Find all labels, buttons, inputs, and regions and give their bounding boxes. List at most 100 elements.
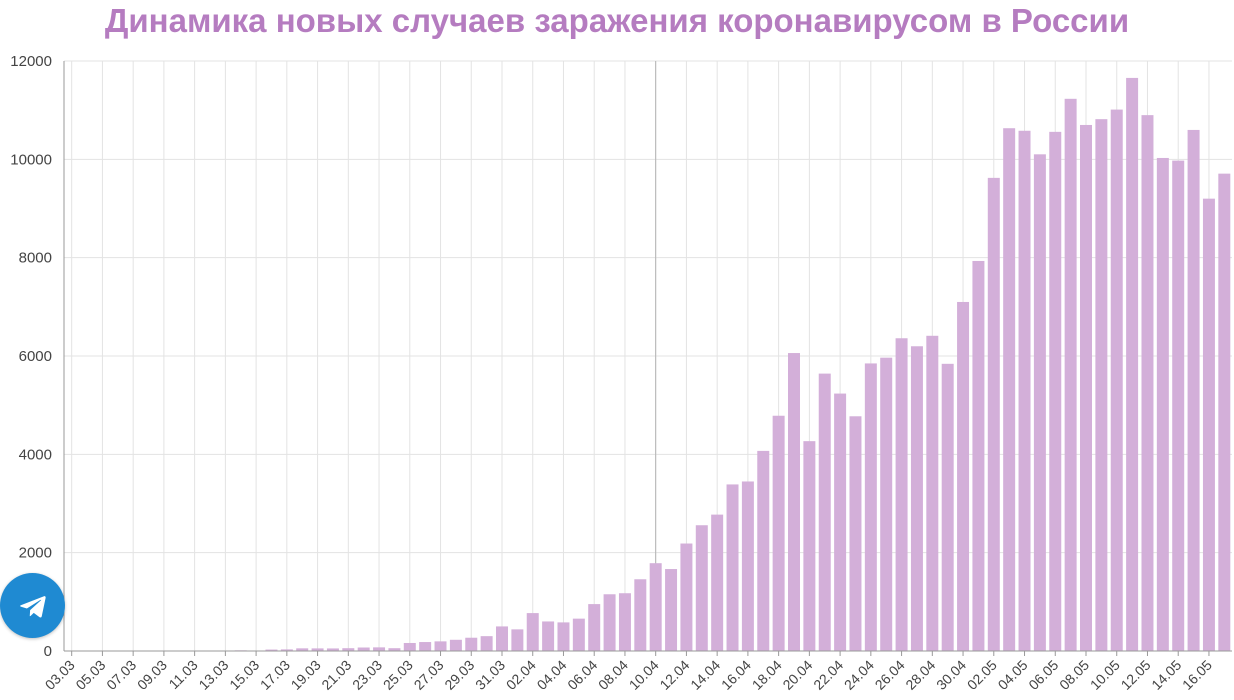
x-tick-label: 26.04 <box>872 657 908 693</box>
x-tick-label: 30.04 <box>933 657 969 693</box>
x-tick-label: 10.05 <box>1087 657 1123 693</box>
x-tick-label: 08.05 <box>1056 657 1092 693</box>
x-tick-label: 06.04 <box>564 657 600 693</box>
bar <box>342 648 355 651</box>
bar <box>987 177 1000 651</box>
bar <box>449 639 462 651</box>
bar <box>542 621 555 651</box>
x-tick-label: 11.03 <box>165 657 201 693</box>
bar <box>265 649 278 651</box>
bar <box>388 648 401 651</box>
bar <box>1126 77 1139 651</box>
x-tick-label: 12.04 <box>656 657 692 693</box>
bar <box>649 563 662 651</box>
x-tick-label: 05.03 <box>72 657 108 693</box>
bar <box>772 415 785 651</box>
bar <box>419 642 432 651</box>
x-tick-label: 02.04 <box>503 657 539 693</box>
x-tick-label: 04.05 <box>995 657 1031 693</box>
bar-series <box>65 77 1231 652</box>
bar <box>1156 157 1169 651</box>
y-tick-label: 0 <box>44 643 52 660</box>
bar <box>880 357 893 651</box>
x-axis-ticks: 03.0305.0307.0309.0311.0313.0315.0317.03… <box>42 657 1216 693</box>
y-axis-ticks: 0 2000 4000 6000 8000 10000 12000 <box>10 53 52 660</box>
paper-plane-icon <box>19 595 46 617</box>
bar <box>634 579 647 651</box>
y-tick-label: 2000 <box>19 545 52 562</box>
bar <box>818 373 831 651</box>
bar <box>403 642 416 651</box>
x-tick-label: 10.04 <box>626 657 662 693</box>
x-tick-label: 16.05 <box>1179 657 1215 693</box>
bar <box>1187 129 1200 652</box>
bar <box>296 648 309 651</box>
bar <box>665 569 678 651</box>
bar <box>1095 119 1108 651</box>
bar <box>910 346 923 651</box>
x-tick-label: 09.03 <box>134 657 170 693</box>
bar <box>895 338 908 651</box>
x-tick-label: 13.03 <box>195 657 231 693</box>
x-tick-label: 08.04 <box>595 657 631 693</box>
x-tick-label: 28.04 <box>902 657 938 693</box>
bar <box>711 514 724 651</box>
bar <box>849 416 862 651</box>
bar <box>972 260 985 651</box>
bar <box>788 353 800 651</box>
x-tick-label: 07.03 <box>103 657 139 693</box>
bar <box>1080 124 1092 652</box>
x-tick-label: 12.05 <box>1117 657 1153 693</box>
x-tick-label: 20.04 <box>779 657 815 693</box>
y-tick-label: 10000 <box>10 151 52 168</box>
bar <box>357 647 370 651</box>
bar <box>1018 130 1031 651</box>
bar <box>465 637 478 651</box>
bar <box>957 301 970 651</box>
x-tick-label: 03.03 <box>42 657 78 693</box>
bar <box>1110 109 1123 652</box>
y-tick-label: 6000 <box>19 348 52 365</box>
bar <box>326 648 339 651</box>
bar <box>1218 173 1231 651</box>
telegram-share-button[interactable] <box>0 573 65 638</box>
bar <box>695 525 708 651</box>
bar <box>941 363 954 651</box>
bar <box>726 484 739 651</box>
bar <box>572 618 585 651</box>
bar <box>741 481 754 651</box>
bar <box>1049 131 1062 651</box>
bar <box>1202 198 1215 651</box>
x-tick-label: 06.05 <box>1025 657 1061 693</box>
y-tick-label: 4000 <box>19 446 52 463</box>
bar <box>1003 128 1016 652</box>
bar <box>434 641 447 651</box>
x-tick-label: 15.03 <box>226 657 262 693</box>
chart-title: Динамика новых случаев заражения коронав… <box>104 2 1130 39</box>
bar <box>603 594 616 651</box>
x-tick-label: 31.03 <box>472 657 508 693</box>
bar <box>1064 98 1077 652</box>
bar <box>311 648 324 651</box>
bar <box>926 335 939 651</box>
x-tick-label: 18.04 <box>749 657 785 693</box>
bar <box>1172 160 1185 651</box>
bar <box>373 647 386 651</box>
x-tick-label: 16.04 <box>718 657 754 693</box>
x-tick-label: 21.03 <box>318 657 354 693</box>
bar <box>864 363 877 651</box>
bar <box>1033 154 1046 651</box>
bar <box>557 622 570 651</box>
bar <box>526 613 539 651</box>
x-tick-label: 19.03 <box>288 657 324 693</box>
bar <box>1141 115 1154 651</box>
x-tick-label: 25.03 <box>380 657 416 693</box>
bar <box>588 604 601 651</box>
bar <box>480 636 493 651</box>
bar <box>618 593 631 651</box>
x-tick-label: 22.04 <box>810 657 846 693</box>
x-tick-label: 14.04 <box>687 657 723 693</box>
x-tick-label: 02.05 <box>964 657 1000 693</box>
x-tick-label: 27.03 <box>411 657 447 693</box>
